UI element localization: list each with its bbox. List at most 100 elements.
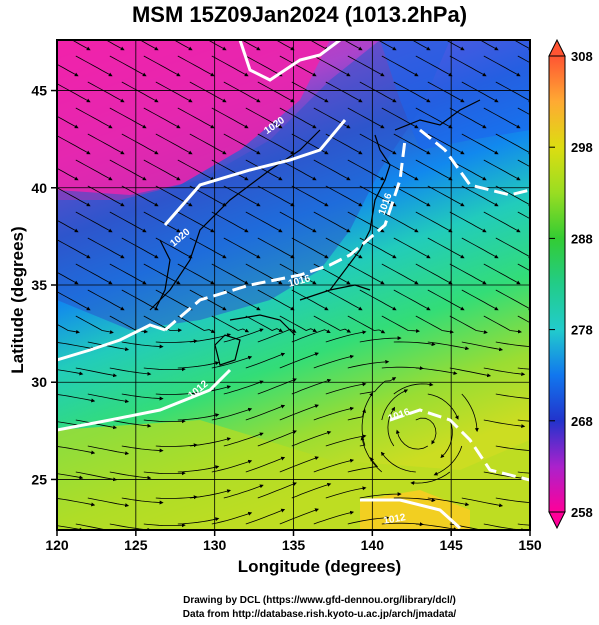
streamline — [155, 495, 198, 500]
streamline — [313, 510, 355, 525]
isobar-1020-north — [238, 40, 341, 82]
streamline — [347, 315, 386, 334]
streamline — [75, 263, 113, 285]
streamline — [223, 185, 261, 207]
streamline — [347, 515, 390, 525]
map-title: MSM 15Z09Jan2024 (1013.2hPa) — [131, 2, 468, 27]
streamline — [57, 83, 91, 103]
streamline — [223, 237, 261, 259]
colorbar-max-arrow — [548, 38, 566, 57]
streamline — [257, 237, 295, 259]
streamline — [155, 237, 193, 259]
streamline — [445, 40, 465, 51]
streamline — [461, 81, 499, 103]
streamline — [483, 471, 526, 481]
streamline — [121, 445, 164, 453]
streamline — [483, 263, 521, 285]
streamline — [75, 523, 118, 530]
streamline — [75, 471, 118, 482]
streamline — [121, 185, 159, 207]
streamline — [87, 289, 125, 311]
streamline — [87, 341, 130, 352]
x-tick-label: 130 — [203, 537, 227, 553]
streamline — [223, 328, 264, 343]
streamline — [461, 393, 479, 433]
streamline — [177, 465, 220, 473]
streamline — [143, 159, 181, 181]
streamline — [279, 352, 319, 369]
streamline — [223, 432, 264, 447]
streamline — [57, 239, 91, 259]
streamline — [387, 406, 396, 447]
streamline — [155, 133, 193, 155]
streamline — [75, 107, 113, 129]
streamline — [381, 159, 419, 181]
streamline — [57, 525, 84, 530]
streamline — [393, 382, 434, 395]
streamline — [291, 237, 329, 259]
streamline — [449, 211, 487, 233]
streamline — [513, 40, 530, 51]
streamline — [57, 115, 79, 129]
x-tick-label: 125 — [124, 537, 148, 553]
streamline — [87, 81, 125, 103]
streamline — [143, 419, 186, 424]
streamline — [483, 211, 521, 233]
x-tick-label: 145 — [439, 537, 463, 553]
streamline — [461, 185, 499, 207]
streamline — [517, 367, 530, 370]
streamline — [279, 107, 317, 129]
streamline — [143, 107, 181, 129]
streamline — [211, 211, 249, 233]
streamline — [313, 315, 352, 333]
streamline — [223, 133, 261, 155]
streamline — [347, 211, 385, 233]
streamline — [143, 211, 181, 233]
streamline — [415, 367, 458, 376]
streamline — [325, 185, 363, 207]
streamline — [57, 323, 80, 334]
streamline — [211, 55, 249, 77]
streamline — [495, 497, 530, 504]
streamline — [75, 367, 118, 378]
streamline — [57, 498, 96, 507]
credit-drawing: Drawing by DCL (https://www.gfd-dennou.o… — [183, 595, 456, 606]
streamline — [427, 185, 465, 207]
streamline — [223, 81, 261, 103]
streamline — [427, 237, 465, 259]
y-tick-label: 25 — [31, 471, 47, 487]
streamline — [495, 445, 530, 452]
streamline — [517, 523, 530, 526]
streamline — [325, 486, 367, 499]
streamline — [325, 382, 367, 395]
streamline — [189, 133, 227, 155]
isobar-1016-south — [57, 368, 232, 432]
streamline — [87, 185, 125, 207]
streamline — [211, 355, 253, 369]
streamline — [245, 315, 283, 332]
colorbar: 308 298 288 278 268 258 — [548, 38, 593, 530]
y-tick-label: 35 — [31, 277, 47, 293]
streamline — [109, 107, 147, 129]
streamline — [359, 336, 402, 343]
streamline — [257, 289, 295, 311]
streamline — [483, 159, 521, 181]
streamline — [87, 497, 130, 508]
streamline — [177, 315, 216, 333]
streamline — [495, 185, 530, 207]
streamline — [57, 187, 91, 207]
streamline — [427, 289, 465, 311]
streamline — [381, 211, 419, 233]
colorbar-min-arrow — [548, 511, 566, 530]
colorbar-tick-label: 278 — [571, 323, 593, 338]
streamline — [155, 81, 193, 103]
streamline — [347, 457, 379, 473]
isobar-label: 1012 — [383, 512, 407, 527]
streamline — [483, 55, 521, 77]
streamline — [461, 289, 499, 311]
streamline — [87, 133, 125, 155]
streamline — [309, 40, 329, 51]
colorbar-tick-label: 268 — [571, 414, 593, 429]
streamline — [57, 369, 84, 376]
isobar-contours — [57, 40, 530, 530]
